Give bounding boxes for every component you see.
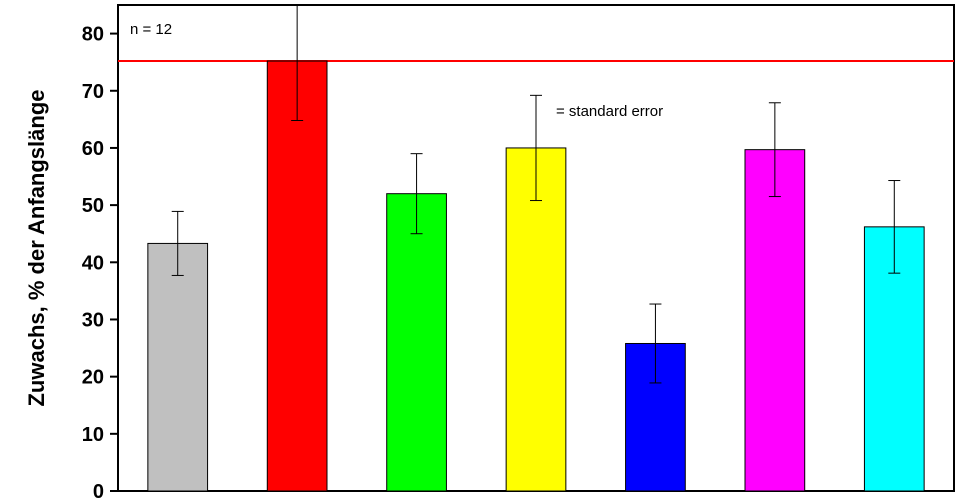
y-tick-label: 40 — [82, 252, 104, 274]
y-tick-label: 70 — [82, 81, 104, 103]
sample-size-label: n = 12 — [130, 21, 172, 38]
y-axis-label: Zuwachs, % der Anfangslänge — [24, 89, 49, 406]
y-tick-label: 80 — [82, 24, 104, 46]
y-tick-label: 60 — [82, 138, 104, 160]
y-tick-label: 30 — [82, 309, 104, 331]
bar — [147, 242, 209, 492]
bar — [386, 193, 447, 492]
y-tick-label: 10 — [82, 424, 104, 446]
bar — [505, 147, 567, 492]
standard-error-legend: = standard error — [556, 103, 663, 120]
bar — [744, 149, 806, 492]
error-bars-group — [171, 5, 901, 384]
bars-group — [147, 60, 925, 492]
y-axis: 0 10 20 30 40 50 60 70 80 — [82, 24, 118, 502]
y-tick-label: 50 — [82, 195, 104, 217]
bar — [266, 60, 328, 492]
y-tick-label: 20 — [82, 367, 104, 389]
y-tick-label: 0 — [93, 481, 104, 502]
